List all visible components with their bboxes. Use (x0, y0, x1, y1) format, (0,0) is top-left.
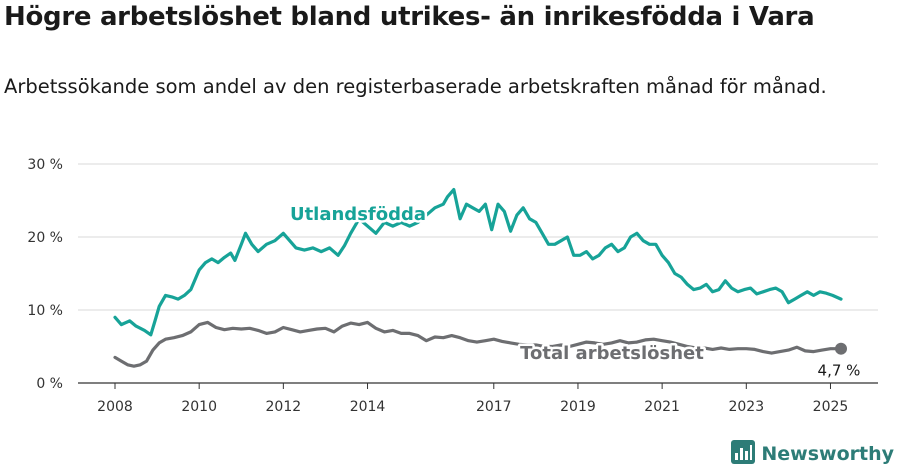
series-line-total (113, 320, 843, 368)
y-tick-label: 30 % (27, 157, 63, 173)
newsworthy-logo-icon (731, 440, 756, 468)
chart-title: Högre arbetslöshet bland utrikes- än inr… (4, 2, 815, 32)
x-tick-label: 2012 (266, 399, 302, 415)
x-tick-label: 2021 (644, 399, 680, 415)
brand-name: Newsworthy (761, 443, 894, 465)
end-value-label: 4,7 % (818, 362, 861, 380)
x-tick-label: 2014 (350, 399, 386, 415)
x-tick-label: 2019 (560, 399, 596, 415)
series-label-total: Total arbetslöshet (520, 343, 704, 364)
y-tick-label: 0 % (36, 376, 63, 392)
x-tick-label: 2008 (97, 399, 133, 415)
label-layer: 4,7 % Utlandsfödda Total arbetslöshet (287, 202, 861, 380)
x-tick-label: 2025 (813, 399, 849, 415)
grid-layer (78, 163, 878, 311)
x-tick-label: 2010 (181, 399, 217, 415)
x-tick-label: 2023 (728, 399, 764, 415)
series-layer (113, 188, 843, 368)
series-label-utlandsfodda: Utlandsfödda (290, 204, 426, 225)
chart-subtitle: Arbetssökande som andel av den registerb… (4, 75, 827, 98)
axis-layer: 0 % 10 % 20 % 30 % 2008 2010 2012 2014 2017 2019 2… (27, 157, 878, 415)
y-tick-label: 20 % (27, 230, 63, 246)
series-line-utlandsfodda (113, 188, 843, 337)
newsworthy-brand: Newsworthy (731, 440, 894, 468)
y-tick-label: 10 % (27, 303, 63, 319)
end-point (835, 342, 847, 355)
x-tick-label: 2017 (476, 399, 512, 415)
